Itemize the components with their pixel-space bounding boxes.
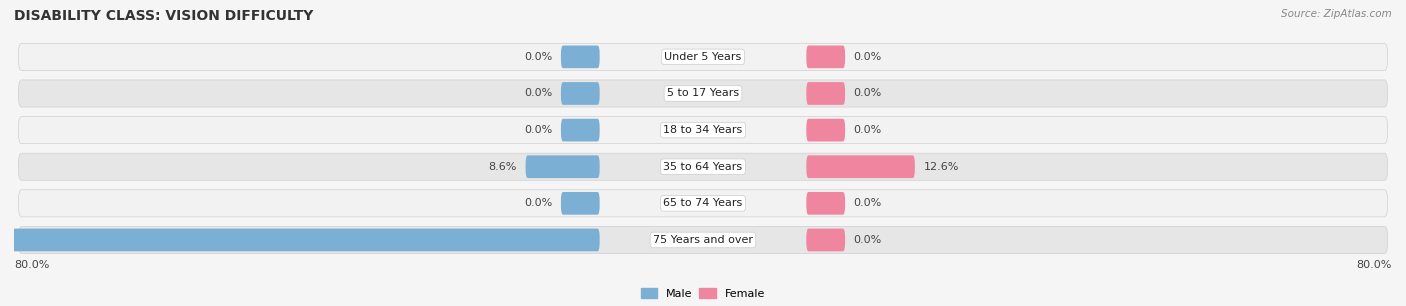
Text: 12.6%: 12.6%	[924, 162, 959, 172]
Text: 0.0%: 0.0%	[524, 52, 553, 62]
Text: 0.0%: 0.0%	[524, 125, 553, 135]
FancyBboxPatch shape	[18, 226, 1388, 253]
Text: 65 to 74 Years: 65 to 74 Years	[664, 198, 742, 208]
FancyBboxPatch shape	[18, 190, 1388, 217]
FancyBboxPatch shape	[18, 80, 1388, 107]
FancyBboxPatch shape	[526, 155, 599, 178]
Text: 0.0%: 0.0%	[853, 88, 882, 99]
Text: 0.0%: 0.0%	[524, 198, 553, 208]
Text: 8.6%: 8.6%	[489, 162, 517, 172]
FancyBboxPatch shape	[807, 229, 845, 251]
FancyBboxPatch shape	[561, 192, 599, 215]
FancyBboxPatch shape	[807, 82, 845, 105]
FancyBboxPatch shape	[807, 46, 845, 68]
Legend: Male, Female: Male, Female	[637, 284, 769, 304]
Text: 0.0%: 0.0%	[853, 52, 882, 62]
Text: 0.0%: 0.0%	[853, 198, 882, 208]
Text: 18 to 34 Years: 18 to 34 Years	[664, 125, 742, 135]
Text: 0.0%: 0.0%	[524, 88, 553, 99]
FancyBboxPatch shape	[561, 46, 599, 68]
Text: Source: ZipAtlas.com: Source: ZipAtlas.com	[1281, 9, 1392, 19]
Text: 80.0%: 80.0%	[1357, 260, 1392, 270]
FancyBboxPatch shape	[807, 192, 845, 215]
Text: 35 to 64 Years: 35 to 64 Years	[664, 162, 742, 172]
FancyBboxPatch shape	[561, 82, 599, 105]
FancyBboxPatch shape	[561, 119, 599, 141]
FancyBboxPatch shape	[807, 119, 845, 141]
FancyBboxPatch shape	[18, 117, 1388, 144]
FancyBboxPatch shape	[0, 229, 599, 251]
FancyBboxPatch shape	[807, 155, 915, 178]
Text: 0.0%: 0.0%	[853, 125, 882, 135]
Text: 75 Years and over: 75 Years and over	[652, 235, 754, 245]
Text: Under 5 Years: Under 5 Years	[665, 52, 741, 62]
Text: DISABILITY CLASS: VISION DIFFICULTY: DISABILITY CLASS: VISION DIFFICULTY	[14, 9, 314, 23]
FancyBboxPatch shape	[18, 43, 1388, 70]
FancyBboxPatch shape	[18, 153, 1388, 180]
Text: 5 to 17 Years: 5 to 17 Years	[666, 88, 740, 99]
Text: 80.0%: 80.0%	[14, 260, 49, 270]
Text: 0.0%: 0.0%	[853, 235, 882, 245]
